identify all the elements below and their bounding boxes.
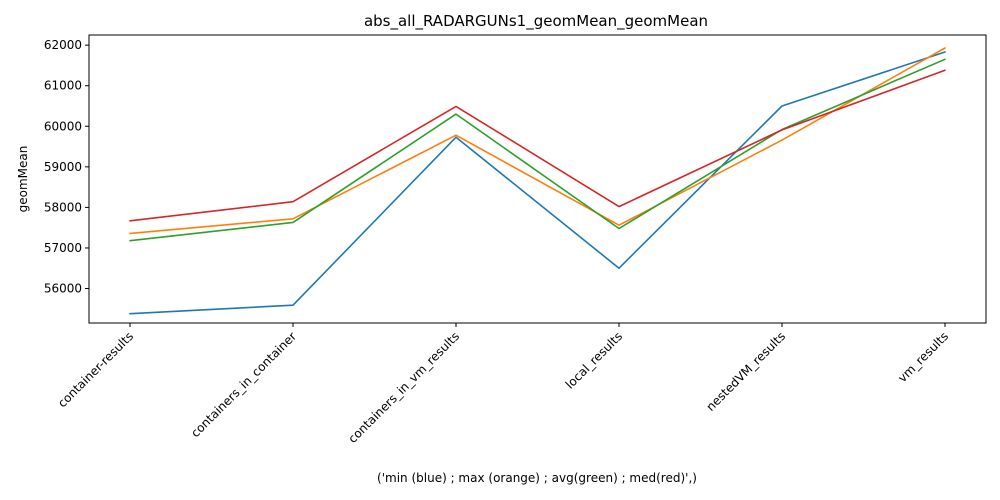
series-line-1 (129, 51, 946, 315)
y-axis-label: geomMean (16, 146, 30, 213)
y-axis: 56000 57000 58000 59000 60000 61000 62000 (44, 38, 89, 296)
y-tick-label: 58000 (44, 200, 82, 214)
y-tick-label: 57000 (44, 241, 82, 255)
x-axis: container-results containers_in_container… (55, 323, 951, 446)
series-line-2 (129, 47, 946, 235)
y-tick-label: 56000 (44, 282, 82, 296)
x-tick-label: local_results (563, 329, 625, 391)
series-line-4 (129, 69, 946, 222)
y-tick-label: 60000 (44, 119, 82, 133)
chart-title: abs_all_RADARGUNs1_geomMean_geomMean (364, 12, 708, 31)
x-tick-label: vm_results (895, 329, 951, 385)
x-axis-label: ('min (blue) ; max (orange) ; avg(green)… (377, 471, 697, 485)
y-tick-label: 59000 (44, 160, 82, 174)
y-tick-label: 62000 (44, 38, 82, 52)
series-layer (129, 47, 946, 315)
plot-frame (88, 34, 987, 324)
x-tick-label: containers_in_vm_results (345, 329, 462, 446)
x-tick-label: container-results (55, 329, 136, 410)
x-tick-label: containers_in_container (188, 329, 299, 440)
y-tick-label: 61000 (44, 79, 82, 93)
x-tick-label: nestedVM_results (703, 329, 788, 414)
series-line-3 (129, 58, 946, 242)
